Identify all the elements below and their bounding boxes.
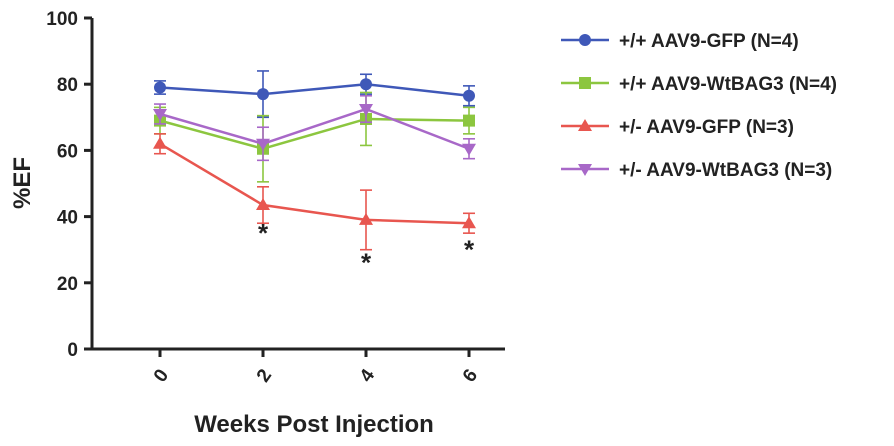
significance-star: *: [361, 248, 372, 278]
y-tick-label: 0: [67, 340, 78, 361]
legend-marker: [578, 119, 592, 131]
y-tick-label: 80: [57, 75, 78, 96]
series-line: [159, 117, 470, 151]
data-point: [153, 136, 167, 149]
legend-marker: [579, 77, 591, 89]
series-1: [154, 70, 475, 119]
data-point: [256, 138, 270, 151]
series-layer: * * *: [153, 70, 476, 278]
y-tick-label: 60: [57, 141, 78, 162]
data-point: [359, 212, 373, 225]
y-axis-title: %EF: [9, 157, 36, 209]
data-point: [463, 114, 475, 127]
x-tick-label: 4: [356, 365, 380, 386]
y-tick-label: 40: [57, 208, 78, 229]
y-tick-label: 20: [57, 274, 78, 295]
legend-item: +/- AAV9-GFP (N=3): [561, 117, 794, 138]
x-tick-label: 2: [253, 365, 276, 386]
data-point: [462, 216, 476, 229]
data-point: [359, 104, 373, 117]
data-point: [360, 78, 372, 91]
series-line: [159, 107, 470, 150]
x-tick-label: 6: [459, 365, 482, 386]
legend-item: +/+ AAV9-WtBAG3 (N=4): [561, 74, 837, 95]
legend-label: +/- AAV9-GFP (N=3): [619, 117, 794, 138]
data-point: [256, 198, 270, 211]
series-line: [159, 142, 470, 225]
significance-star: *: [464, 234, 475, 264]
legend-label: +/- AAV9-WtBAG3 (N=3): [619, 160, 832, 181]
legend-marker: [578, 164, 592, 176]
legend: +/+ AAV9-GFP (N=4) +/+ AAV9-WtBAG3 (N=4) +…: [561, 31, 837, 181]
data-point: [257, 88, 269, 101]
x-axis-title: Weeks Post Injection: [194, 411, 434, 438]
series-3: [153, 133, 476, 251]
legend-label: +/+ AAV9-WtBAG3 (N=4): [619, 74, 837, 95]
significance-star: *: [258, 218, 269, 248]
legend-label: +/+ AAV9-GFP (N=4): [619, 31, 799, 52]
series-4: [153, 94, 476, 162]
data-point: [154, 81, 166, 94]
series-line: [159, 82, 470, 98]
legend-item: +/+ AAV9-GFP (N=4): [561, 31, 799, 52]
legend-item: +/- AAV9-WtBAG3 (N=3): [561, 160, 832, 181]
legend-marker: [579, 34, 591, 46]
data-point: [462, 143, 476, 156]
data-point: [153, 108, 167, 121]
axes: 0 20 40 60 80 100 0 2 4 6: [46, 9, 505, 386]
y-tick-label: 100: [46, 9, 78, 30]
data-point: [463, 89, 475, 102]
x-tick-label: 0: [150, 365, 173, 386]
